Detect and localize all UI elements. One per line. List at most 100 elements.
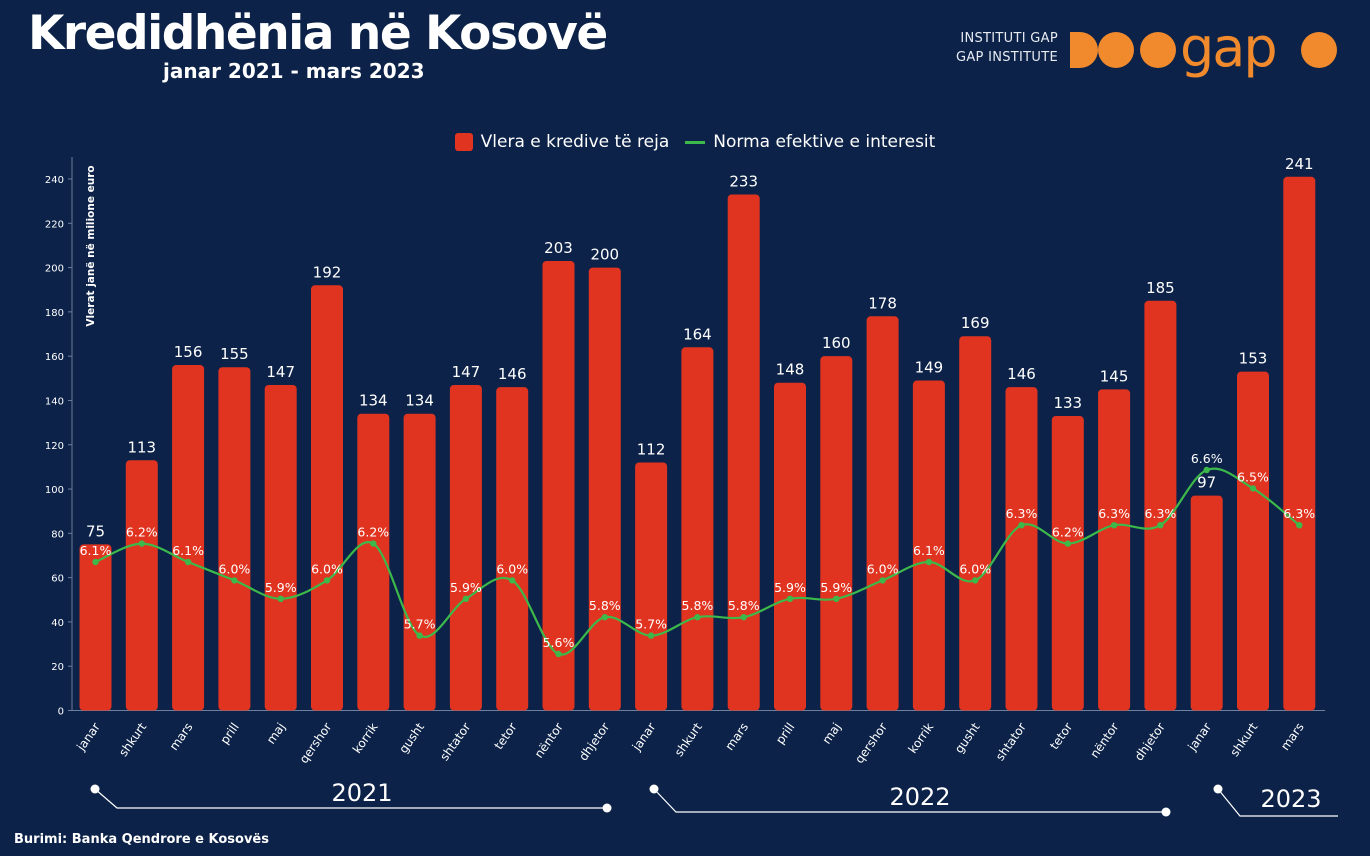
y-tick-label: 160	[45, 352, 64, 363]
y-tick-label: 80	[51, 529, 64, 540]
rate-point	[92, 558, 99, 566]
rate-value-label: 6.5%	[1237, 469, 1269, 484]
rate-value-label: 6.2%	[126, 525, 158, 540]
rate-value-label: 5.9%	[820, 580, 852, 595]
rate-value-label: 6.6%	[1191, 451, 1223, 466]
year-bracket-dot	[602, 803, 612, 813]
year-bracket-dot	[1213, 784, 1223, 794]
bar	[1283, 176, 1316, 711]
legend-swatch-bars	[454, 133, 473, 151]
x-tick-label: mars	[167, 720, 196, 753]
rate-value-label: 6.3%	[1145, 506, 1177, 521]
bar	[542, 260, 575, 711]
gap-logo: gap	[1070, 26, 1337, 79]
rate-point	[509, 577, 516, 584]
year-bracket	[653, 788, 1166, 813]
rate-value-label: 6.1%	[80, 543, 112, 558]
bar-value-label: 203	[544, 239, 573, 257]
bar	[403, 413, 436, 711]
bar-value-label: 156	[174, 343, 203, 361]
legend-label-line: Norma efektive e interesit	[713, 132, 936, 152]
page-title: Kredidhënia në Kosovë	[28, 6, 608, 61]
x-tick-label: janar	[1185, 720, 1215, 754]
logo-line-2: GAP INSTITUTE	[955, 50, 1058, 65]
bar	[866, 316, 899, 711]
source-note: Burimi: Banka Qendrore e Kosovës	[14, 832, 269, 847]
year-label: 2022	[889, 783, 950, 811]
rate-value-label: 5.9%	[774, 580, 806, 595]
page-subtitle: janar 2021 - mars 2023	[163, 59, 425, 83]
bar	[1237, 371, 1269, 711]
rate-value-label: 5.6%	[543, 635, 575, 650]
year-bracket-dot	[649, 784, 659, 794]
rate-point	[1249, 485, 1257, 492]
y-tick-label: 0	[58, 707, 64, 718]
bar-value-label: 112	[637, 440, 666, 458]
y-tick-label: 240	[45, 175, 64, 186]
rate-value-label: 6.2%	[357, 525, 389, 540]
rate-value-label: 5.8%	[589, 598, 621, 613]
bar-value-label: 75	[86, 522, 105, 540]
x-tick-label: qershor	[852, 720, 890, 766]
legend-item-bars: Vlera e kredive të reja	[454, 132, 670, 152]
bar-value-label: 169	[961, 314, 990, 332]
bar-value-label: 113	[127, 438, 156, 456]
bar	[264, 384, 297, 711]
bar-value-label: 133	[1053, 394, 1082, 412]
bar	[1051, 415, 1084, 711]
rate-point	[231, 577, 238, 584]
bar	[449, 384, 482, 711]
year-bracket-dot	[1161, 807, 1171, 817]
logo-text: INSTITUTI GAP GAP INSTITUTE	[930, 29, 1058, 67]
rate-point	[1203, 466, 1210, 474]
rate-value-label: 5.9%	[450, 580, 482, 595]
bar-value-label: 147	[266, 363, 295, 381]
bar	[172, 365, 205, 711]
rate-point	[184, 558, 192, 566]
x-tick-label: prill	[773, 720, 797, 747]
x-tick-label: tetor	[1047, 720, 1075, 752]
x-tick-label: mars	[1278, 720, 1307, 753]
chart-legend: Vlera e kredive të reja Norma efektive e…	[0, 128, 1370, 156]
rate-value-label: 5.8%	[682, 598, 714, 613]
bar-value-label: 192	[313, 263, 342, 281]
bar	[820, 356, 853, 711]
bar	[681, 347, 714, 711]
bar-value-label: 200	[590, 246, 619, 264]
legend-item-line: Norma efektive e interesit	[685, 132, 935, 152]
x-tick-label: mars	[722, 720, 751, 753]
bar	[79, 544, 112, 711]
x-tick-label: nëntor	[532, 720, 566, 761]
bar-value-label: 134	[359, 392, 388, 410]
rate-point	[462, 595, 470, 602]
y-tick-label: 180	[45, 308, 64, 319]
y-tick-label: 40	[51, 618, 64, 629]
rate-point	[694, 614, 701, 621]
rate-value-label: 6.1%	[172, 543, 204, 558]
bar	[311, 285, 343, 711]
bar	[1144, 300, 1177, 711]
bar-value-label: 147	[452, 363, 481, 381]
logo-line-1: INSTITUTI GAP	[960, 31, 1058, 46]
x-tick-label: shkurt	[672, 720, 705, 759]
rate-point	[833, 595, 840, 602]
rate-point	[416, 632, 423, 639]
x-tick-label: prill	[217, 720, 241, 747]
year-label: 2021	[331, 779, 392, 807]
year-bracket	[94, 788, 607, 809]
rate-value-label: 6.1%	[913, 543, 945, 558]
rate-point	[601, 614, 608, 621]
logo-wordmark: gap	[1180, 26, 1276, 79]
year-bracket-dot	[90, 784, 100, 794]
bar	[635, 462, 668, 711]
bar	[588, 267, 621, 711]
x-tick-label: qershor	[297, 720, 335, 766]
bar	[1098, 389, 1131, 711]
bar	[125, 460, 158, 711]
y-tick-label: 20	[51, 662, 64, 673]
y-tick-label: 120	[45, 441, 64, 452]
rate-point	[555, 650, 562, 658]
bar-value-label: 145	[1100, 367, 1129, 385]
rate-point	[138, 540, 145, 547]
legend-label-bars: Vlera e kredive të reja	[480, 132, 670, 152]
